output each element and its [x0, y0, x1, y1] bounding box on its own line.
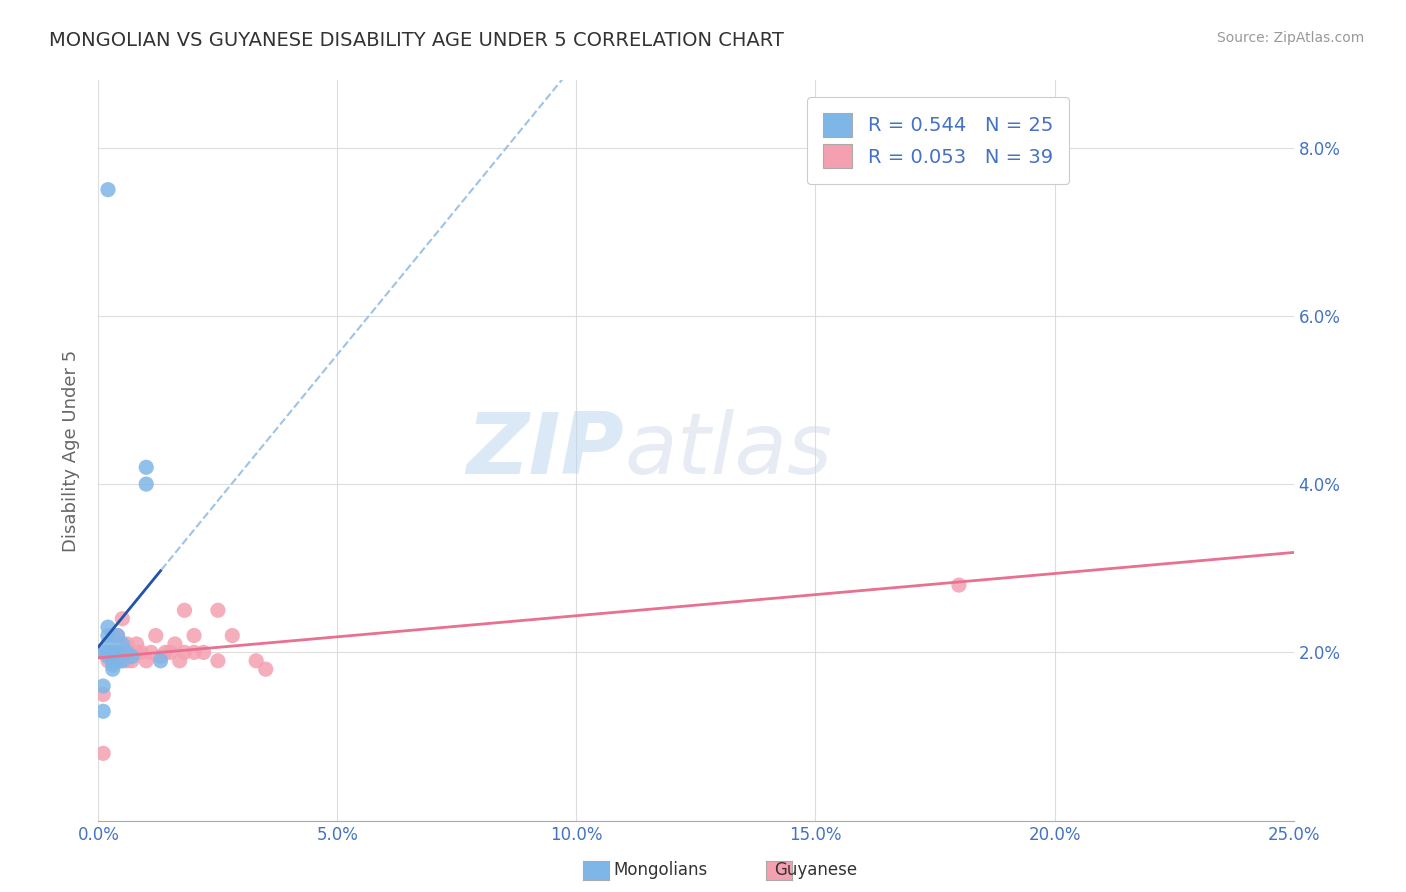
Point — [97, 637, 120, 651]
Point — [245, 654, 267, 668]
Point — [111, 654, 134, 668]
Y-axis label: Disability Age Under 5: Disability Age Under 5 — [62, 350, 80, 551]
Text: Guyanese: Guyanese — [773, 861, 858, 879]
Point — [101, 654, 124, 668]
Point — [111, 637, 134, 651]
Text: Source: ZipAtlas.com: Source: ZipAtlas.com — [1216, 31, 1364, 45]
Point — [91, 679, 114, 693]
Point — [115, 637, 138, 651]
Point — [111, 612, 134, 626]
Point — [948, 578, 970, 592]
Point — [183, 628, 205, 642]
Point — [115, 645, 138, 659]
Point — [183, 645, 205, 659]
Point — [91, 688, 114, 702]
Point — [193, 645, 215, 659]
Point — [173, 645, 195, 659]
Text: Mongolians: Mongolians — [613, 861, 709, 879]
Point — [91, 645, 114, 659]
Point — [207, 603, 229, 617]
Point — [115, 654, 138, 668]
Point — [155, 645, 177, 659]
Point — [207, 654, 229, 668]
Point — [97, 645, 120, 659]
Point — [111, 645, 134, 659]
Point — [101, 649, 124, 664]
Point — [221, 628, 243, 642]
Point — [97, 628, 120, 642]
Text: ZIP: ZIP — [467, 409, 624, 492]
Point — [107, 654, 129, 668]
Point — [91, 704, 114, 718]
Point — [107, 645, 129, 659]
Point — [97, 645, 120, 659]
Point — [135, 477, 157, 491]
Text: MONGOLIAN VS GUYANESE DISABILITY AGE UNDER 5 CORRELATION CHART: MONGOLIAN VS GUYANESE DISABILITY AGE UND… — [49, 31, 785, 50]
Point — [145, 628, 167, 642]
Point — [97, 183, 120, 197]
Point — [101, 645, 124, 659]
Point — [125, 637, 148, 651]
Point — [149, 649, 172, 664]
Point — [101, 628, 124, 642]
Point — [111, 654, 134, 668]
Point — [254, 662, 277, 676]
Point — [149, 654, 172, 668]
Point — [121, 649, 143, 664]
Point — [169, 654, 191, 668]
Point — [101, 645, 124, 659]
Point — [135, 654, 157, 668]
Point — [107, 654, 129, 668]
Point — [101, 654, 124, 668]
Point — [91, 645, 114, 659]
Point — [107, 628, 129, 642]
Point — [135, 460, 157, 475]
Point — [91, 747, 114, 761]
Point — [101, 662, 124, 676]
Point — [107, 645, 129, 659]
Point — [97, 649, 120, 664]
Point — [97, 620, 120, 634]
Point — [97, 645, 120, 659]
Point — [159, 645, 181, 659]
Point — [163, 637, 186, 651]
Point — [131, 645, 153, 659]
Point — [97, 654, 120, 668]
Point — [121, 654, 143, 668]
Point — [125, 645, 148, 659]
Point — [139, 645, 162, 659]
Point — [107, 628, 129, 642]
Point — [101, 658, 124, 673]
Point — [173, 603, 195, 617]
Legend: R = 0.544   N = 25, R = 0.053   N = 39: R = 0.544 N = 25, R = 0.053 N = 39 — [807, 97, 1069, 184]
Text: atlas: atlas — [624, 409, 832, 492]
